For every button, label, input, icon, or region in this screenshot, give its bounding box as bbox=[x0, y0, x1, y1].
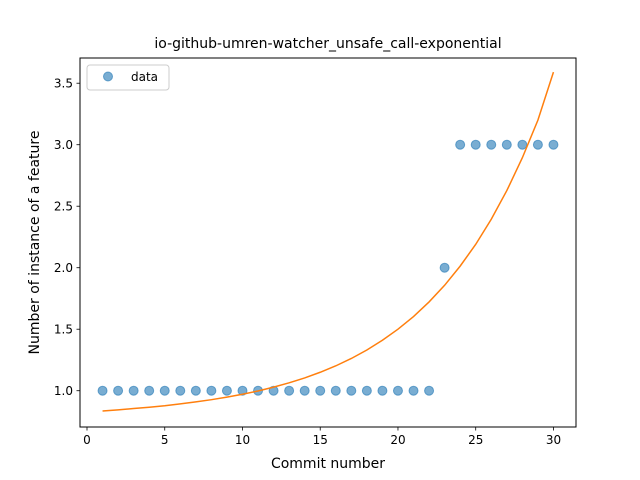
data-point bbox=[330, 385, 341, 396]
series-layer bbox=[97, 71, 559, 412]
data-point bbox=[470, 139, 481, 150]
data-point bbox=[159, 385, 170, 396]
data-point bbox=[501, 139, 512, 150]
x-tick-label: 10 bbox=[235, 433, 250, 447]
data-point bbox=[97, 385, 108, 396]
data-point bbox=[408, 385, 419, 396]
x-tick-label: 25 bbox=[468, 433, 483, 447]
x-tick-label: 30 bbox=[546, 433, 561, 447]
legend-box bbox=[86, 64, 170, 91]
y-tick-label: 3.0 bbox=[54, 138, 73, 152]
data-point bbox=[548, 139, 559, 150]
y-tick-label: 2.5 bbox=[54, 200, 73, 214]
x-tick-label: 20 bbox=[390, 433, 405, 447]
data-point bbox=[190, 385, 201, 396]
data-point bbox=[128, 385, 139, 396]
y-axis-title: Number of instance of a feature bbox=[27, 131, 43, 355]
data-point bbox=[237, 385, 248, 396]
data-point bbox=[517, 139, 528, 150]
legend-marker-data bbox=[103, 71, 113, 82]
y-tick-label: 1.5 bbox=[54, 323, 73, 337]
data-point bbox=[532, 139, 543, 150]
data-point bbox=[346, 385, 357, 396]
data-point bbox=[206, 385, 217, 396]
data-point bbox=[144, 385, 155, 396]
plot-frame bbox=[79, 57, 577, 428]
exponential-fit-line bbox=[102, 71, 555, 412]
data-point bbox=[424, 385, 435, 396]
data-point bbox=[455, 139, 466, 150]
y-tick-label: 2.0 bbox=[54, 261, 73, 275]
x-tick-label: 0 bbox=[83, 433, 91, 447]
legend: data bbox=[86, 64, 170, 91]
y-axis-ticks: 1.0 1.5 2.0 2.5 3.0 3.5 bbox=[54, 77, 80, 398]
y-tick-label: 3.5 bbox=[54, 77, 73, 91]
legend-label-data: data bbox=[131, 70, 158, 84]
data-point bbox=[175, 385, 186, 396]
data-point bbox=[392, 385, 403, 396]
x-axis-title: Commit number bbox=[271, 456, 385, 472]
data-point bbox=[439, 262, 450, 273]
data-point bbox=[113, 385, 124, 396]
data-point bbox=[486, 139, 497, 150]
data-point bbox=[315, 385, 326, 396]
chart-title: io-github-umren-watcher_unsafe_call-expo… bbox=[154, 36, 501, 52]
x-tick-label: 5 bbox=[161, 433, 169, 447]
x-axis-ticks: 0 5 10 15 20 25 30 bbox=[83, 427, 561, 447]
data-point bbox=[361, 385, 372, 396]
y-tick-label: 1.0 bbox=[54, 384, 73, 398]
data-point bbox=[284, 385, 295, 396]
data-point bbox=[299, 385, 310, 396]
data-point bbox=[221, 385, 232, 396]
data-point bbox=[377, 385, 388, 396]
x-tick-label: 15 bbox=[313, 433, 328, 447]
